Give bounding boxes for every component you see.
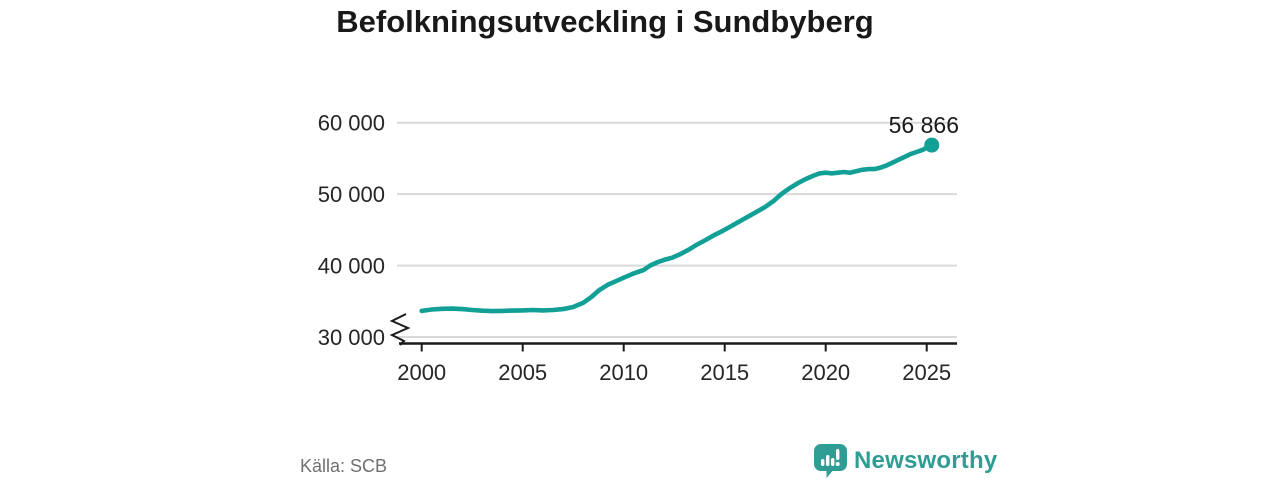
end-point-dot — [924, 137, 940, 153]
svg-text:50 000: 50 000 — [318, 182, 385, 207]
svg-text:2000: 2000 — [397, 360, 446, 385]
x-axis — [399, 342, 957, 352]
svg-text:2010: 2010 — [599, 360, 648, 385]
brand-name: Newsworthy — [854, 447, 998, 474]
svg-text:2005: 2005 — [498, 360, 547, 385]
population-line — [419, 142, 935, 314]
chart-title: Befolkningsutveckling i Sundbyberg — [336, 4, 874, 39]
svg-text:2020: 2020 — [801, 360, 850, 385]
x-axis-labels: 2000 2005 2010 2015 2020 2025 — [397, 360, 951, 385]
y-axis-labels: 30 000 40 000 50 000 60 000 — [318, 111, 385, 350]
svg-text:60 000: 60 000 — [318, 111, 385, 136]
svg-text:2015: 2015 — [700, 360, 749, 385]
y-axis-break-icon — [389, 313, 411, 346]
svg-text:30 000: 30 000 — [318, 325, 385, 350]
y-gridlines — [397, 121, 957, 338]
svg-text:40 000: 40 000 — [318, 254, 385, 279]
newsworthy-logo: Newsworthy — [814, 444, 997, 478]
end-value-label: 56 866 — [889, 112, 959, 138]
newsworthy-bubble-chart-icon — [814, 444, 847, 478]
svg-text:2025: 2025 — [902, 360, 951, 385]
source-label: Källa: SCB — [300, 456, 388, 476]
